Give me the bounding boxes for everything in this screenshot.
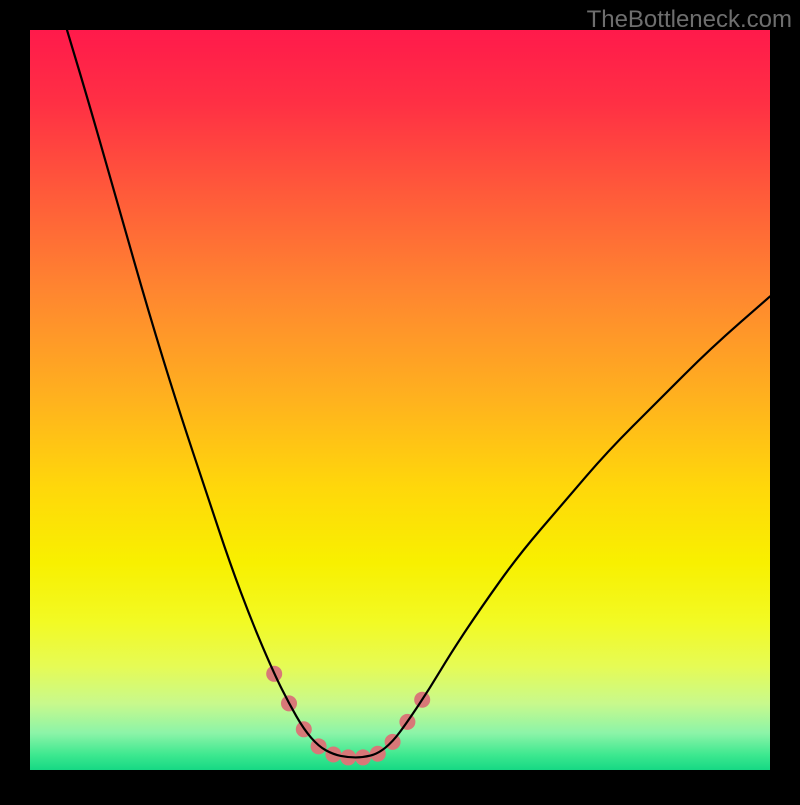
chart-svg: [0, 0, 800, 800]
watermark-text: TheBottleneck.com: [587, 6, 792, 34]
bottleneck-chart: [0, 0, 800, 800]
